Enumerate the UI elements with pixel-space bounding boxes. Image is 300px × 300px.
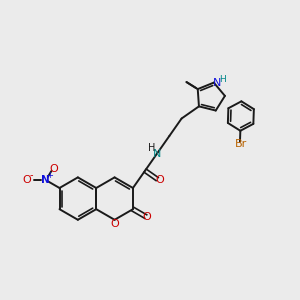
Text: N: N — [153, 149, 162, 159]
Text: O: O — [22, 175, 31, 185]
Text: H: H — [148, 143, 156, 153]
Text: -: - — [29, 170, 33, 181]
Text: O: O — [143, 212, 152, 221]
Text: H: H — [219, 75, 225, 84]
Text: Br: Br — [235, 139, 248, 149]
Text: +: + — [46, 171, 53, 180]
Text: O: O — [49, 164, 58, 174]
Text: O: O — [155, 175, 164, 185]
Text: O: O — [110, 219, 119, 229]
Text: N: N — [213, 78, 221, 88]
Text: N: N — [41, 175, 50, 185]
